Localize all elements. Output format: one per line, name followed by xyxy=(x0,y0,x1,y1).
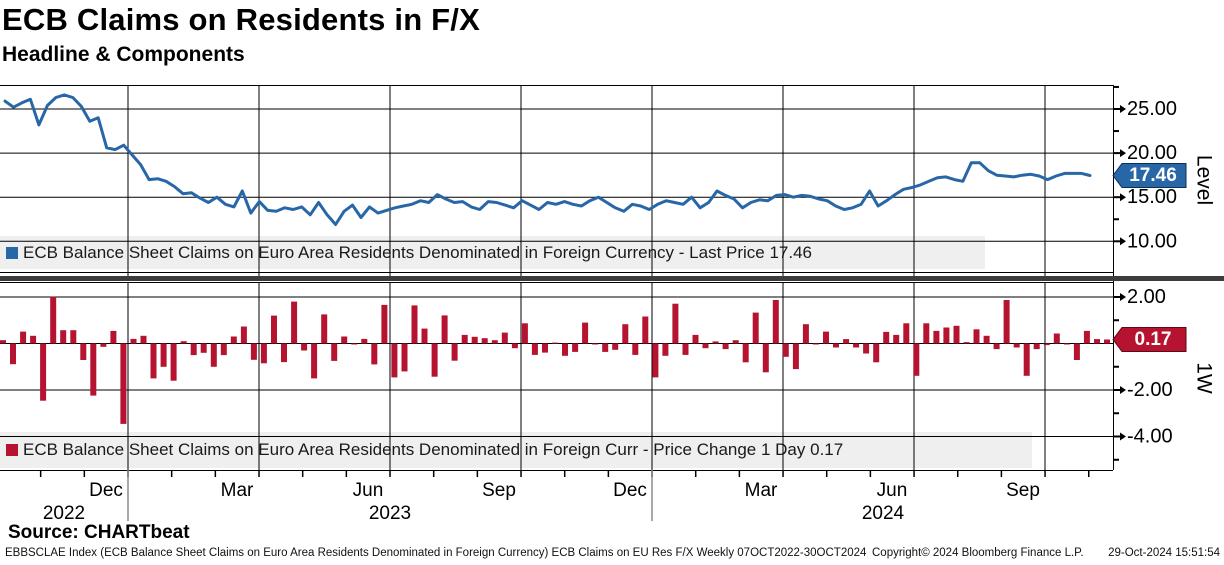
change-bars xyxy=(0,296,1110,424)
legend-change: ECB Balance Sheet Claims on Euro Area Re… xyxy=(0,432,1032,468)
copyright-text: Copyright© 2024 Bloomberg Finance L.P. xyxy=(872,547,1084,559)
svg-text:20.00: 20.00 xyxy=(1127,142,1177,164)
timestamp-text: 29-Oct-2024 15:51:54 xyxy=(1108,547,1220,559)
change-axis-title: 1W xyxy=(1193,362,1216,394)
svg-text:10.00: 10.00 xyxy=(1127,230,1177,252)
svg-text:15.00: 15.00 xyxy=(1127,186,1177,208)
panel-frames xyxy=(0,85,1224,471)
month-label: Dec xyxy=(613,480,647,501)
legend-level-label: ECB Balance Sheet Claims on Euro Area Re… xyxy=(23,242,813,262)
security-description: EBBSCLAE Index (ECB Balance Sheet Claims… xyxy=(5,547,867,559)
blue-square-icon xyxy=(6,246,18,259)
page-title: ECB Claims on Residents in F/X xyxy=(2,2,480,37)
month-label: Sep xyxy=(482,480,516,501)
level-line xyxy=(3,93,1092,226)
month-label: Sep xyxy=(1006,480,1040,501)
svg-text:2.00: 2.00 xyxy=(1127,286,1166,308)
svg-text:25.00: 25.00 xyxy=(1127,98,1177,120)
year-label: 2022 xyxy=(43,503,85,524)
svg-text:-2.00: -2.00 xyxy=(1127,379,1173,401)
year-label: 2024 xyxy=(862,503,905,524)
legend-change-label: ECB Balance Sheet Claims on Euro Area Re… xyxy=(23,440,844,459)
svg-text:0.17: 0.17 xyxy=(1135,329,1172,350)
right-axis: 25.00 20.00 15.00 10.00 2.00 -2.00 -4.00 xyxy=(1113,85,1177,461)
month-label: Jun xyxy=(877,480,908,501)
change-last-price-tag: 0.17 xyxy=(1112,327,1187,353)
month-label: Dec xyxy=(89,480,123,501)
page-subtitle: Headline & Components xyxy=(2,43,245,66)
month-label: Jun xyxy=(353,480,384,501)
level-axis-title: Level xyxy=(1193,155,1216,205)
red-square-icon xyxy=(6,444,18,456)
level-last-price-tag: 17.46 xyxy=(1112,163,1187,189)
source-label: Source: CHARTbeat xyxy=(8,522,190,543)
month-label: Mar xyxy=(221,480,254,501)
panel-separator[interactable] xyxy=(0,276,1224,281)
x-axis: Dec Mar Jun Sep Dec Mar Jun Sep 2022 2023 2024 xyxy=(39,470,1090,524)
svg-text:-4.00: -4.00 xyxy=(1127,426,1173,448)
svg-text:17.46: 17.46 xyxy=(1129,165,1177,186)
month-label: Mar xyxy=(745,480,778,501)
year-label: 2023 xyxy=(369,503,411,524)
footnote-bar: EBBSCLAE Index (ECB Balance Sheet Claims… xyxy=(0,547,1224,563)
